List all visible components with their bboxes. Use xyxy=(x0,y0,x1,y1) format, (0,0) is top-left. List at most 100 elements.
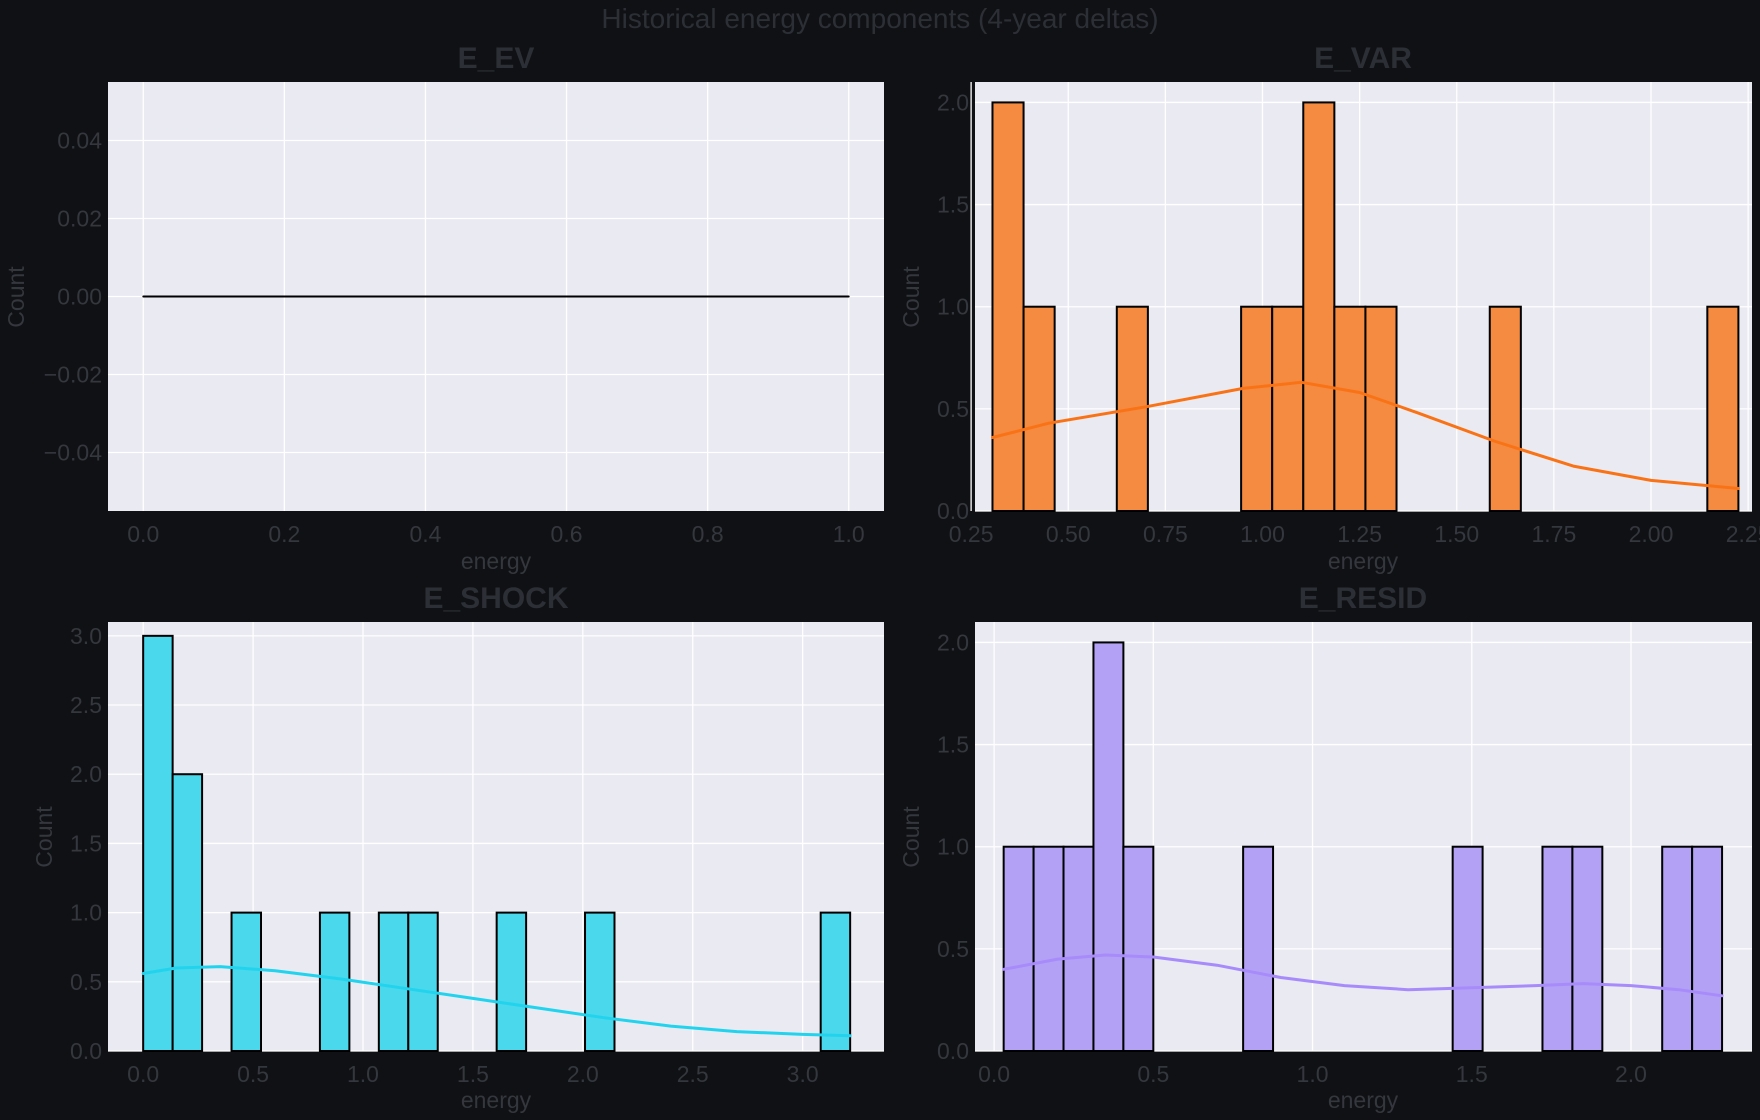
x-tick-label: 1.0 xyxy=(347,1061,379,1087)
x-tick-label: 1.50 xyxy=(1434,521,1479,547)
histogram-bar xyxy=(318,911,351,1053)
histogram-bar xyxy=(584,911,616,1053)
y-tick-label: 0.5 xyxy=(937,396,969,422)
plot-layer-e-shock: 0.0 0.5 1.0 1.5 2.0 2.5 3.0 0.0 0.5 1.0 1.5 2.0 2.5 3… xyxy=(70,622,884,1087)
y-tick-label: 0.02 xyxy=(57,206,102,232)
x-tick-label: 0.5 xyxy=(237,1061,269,1087)
x-tick-label: 1.25 xyxy=(1337,521,1382,547)
y-tick-label: 1.5 xyxy=(937,732,969,758)
histogram-bar xyxy=(1488,305,1522,513)
x-tick-label: 0.6 xyxy=(551,521,583,547)
x-axis-label-e-resid: energy xyxy=(1328,1087,1399,1113)
panel-title-e-shock: E_SHOCK xyxy=(423,582,568,615)
plot-layer-e-resid: 0.0 0.5 1.0 1.5 2.0 0.0 0.5 1.0 1.5 2.0 xyxy=(937,622,1752,1087)
y-tick-label: 1.5 xyxy=(70,830,102,856)
x-tick-label: 3.0 xyxy=(787,1061,819,1087)
histogram-bar xyxy=(1032,845,1065,1053)
histogram-bar xyxy=(407,911,439,1053)
x-tick-label: 0.0 xyxy=(127,1061,159,1087)
y-tick-label: −0.02 xyxy=(44,362,102,388)
y-tick-label: 2.0 xyxy=(937,629,969,655)
x-axis-label-e-var: energy xyxy=(1328,548,1399,574)
y-axis-label-e-var: Count xyxy=(898,266,924,328)
x-tick-label: 2.25 xyxy=(1726,521,1760,547)
histogram-bar xyxy=(171,773,204,1053)
histogram-bar xyxy=(1706,305,1740,513)
histogram-bar xyxy=(142,634,174,1052)
x-tick-label: 2.5 xyxy=(677,1061,709,1087)
y-tick-label: 2.0 xyxy=(937,89,969,115)
y-tick-label: 1.0 xyxy=(937,294,969,320)
histogram-bar xyxy=(1122,845,1155,1053)
x-tick-label: 0.0 xyxy=(978,1061,1010,1087)
histogram-bar xyxy=(1022,305,1056,513)
histogram-bar xyxy=(495,911,528,1053)
x-tick-label: 0.0 xyxy=(127,521,159,547)
x-tick-label: 1.0 xyxy=(833,521,865,547)
y-tick-label: 0.0 xyxy=(70,1038,102,1064)
density-line xyxy=(1002,953,1724,998)
x-tick-label: 0.50 xyxy=(1046,521,1091,547)
y-tick-label: 0.0 xyxy=(937,498,969,524)
y-tick-label: 3.0 xyxy=(70,623,102,649)
histogram-bar xyxy=(230,911,263,1053)
density-line xyxy=(141,965,852,1038)
histogram-bar xyxy=(1302,101,1336,513)
x-tick-label: 1.75 xyxy=(1531,521,1576,547)
histogram-bar xyxy=(1661,845,1694,1053)
histogram-bar xyxy=(1240,305,1274,513)
histogram-bar xyxy=(1333,305,1367,513)
histogram-bar xyxy=(1002,845,1035,1053)
x-tick-label: 1.0 xyxy=(1297,1061,1329,1087)
histogram-bar xyxy=(1541,845,1574,1053)
x-axis-label-e-ev: energy xyxy=(461,548,532,574)
histogram-bar xyxy=(377,911,410,1053)
x-tick-label: 0.5 xyxy=(1137,1061,1169,1087)
density-line xyxy=(991,380,1740,490)
y-tick-label: 2.5 xyxy=(70,692,102,718)
histogram-bar xyxy=(1364,305,1398,513)
histogram-bar xyxy=(1092,641,1125,1053)
x-tick-label: 0.8 xyxy=(692,521,724,547)
histogram-bar xyxy=(1571,845,1604,1053)
panel-e-var: E_VAR energy Count 0.25 0.50 0.75 1.00 1.25 1… xyxy=(898,42,1760,574)
y-tick-label: 0.04 xyxy=(57,128,102,154)
y-axis-label-e-ev: Count xyxy=(3,266,29,328)
plot-layer-e-var: 0.25 0.50 0.75 1.00 1.25 1.50 1.75 2.00 2.25 0.0 0… xyxy=(937,82,1760,547)
y-tick-label: 0.0 xyxy=(937,1038,969,1064)
x-tick-label: 2.00 xyxy=(1629,521,1674,547)
y-tick-label: 1.0 xyxy=(937,834,969,860)
figure-title: Historical energy components (4-year del… xyxy=(601,3,1158,34)
x-tick-label: 0.25 xyxy=(949,521,994,547)
panel-title-e-resid: E_RESID xyxy=(1299,582,1427,615)
y-tick-label: 1.0 xyxy=(70,900,102,926)
histogram-bar xyxy=(991,101,1025,513)
y-tick-label: −0.04 xyxy=(44,440,102,466)
x-tick-label: 1.5 xyxy=(1456,1061,1488,1087)
histogram-bar xyxy=(1271,305,1305,513)
panel-e-shock: E_SHOCK energy Count 0.0 0.5 1.0 1.5 2.0 2.5 3… xyxy=(31,582,884,1113)
x-tick-label: 0.4 xyxy=(409,521,441,547)
histogram-bar xyxy=(1062,845,1095,1053)
panel-title-e-var: E_VAR xyxy=(1314,42,1412,75)
y-tick-label: 0.5 xyxy=(70,969,102,995)
x-tick-label: 0.2 xyxy=(268,521,300,547)
histogram-bar xyxy=(819,911,852,1053)
x-tick-label: 0.75 xyxy=(1143,521,1188,547)
histogram-bar xyxy=(1451,845,1484,1053)
y-axis-label-e-resid: Count xyxy=(898,806,924,868)
y-tick-label: 2.0 xyxy=(70,761,102,787)
y-axis-label-e-shock: Count xyxy=(31,806,57,868)
y-tick-label: 1.5 xyxy=(937,192,969,218)
y-tick-label: 0.00 xyxy=(57,284,102,310)
panel-e-resid: E_RESID energy Count 0.0 0.5 1.0 1.5 2.00.00… xyxy=(898,582,1752,1113)
panel-e-ev: E_EV energy Count 0.0 0.2 0.4 0.6 0.8 1.0 −0.0… xyxy=(3,42,884,574)
histogram-bar xyxy=(1691,845,1724,1053)
x-axis-label-e-shock: energy xyxy=(461,1087,532,1113)
x-tick-label: 2.0 xyxy=(1615,1061,1647,1087)
panel-title-e-ev: E_EV xyxy=(458,42,535,75)
y-tick-label: 0.5 xyxy=(937,936,969,962)
x-tick-label: 1.00 xyxy=(1240,521,1285,547)
histogram-bar xyxy=(1242,845,1275,1053)
